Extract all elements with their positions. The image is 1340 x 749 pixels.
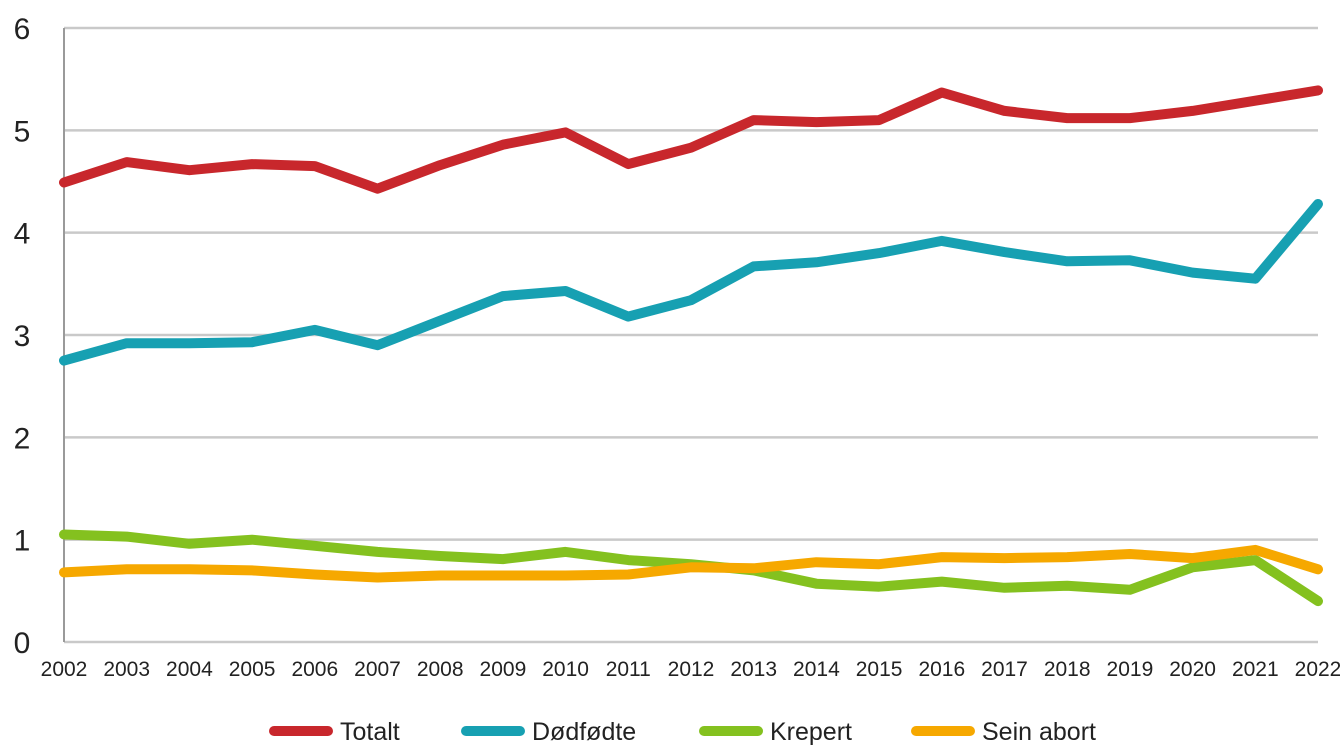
x-tick-label: 2021: [1232, 658, 1279, 681]
series-lines: [59, 85, 1323, 607]
series-line-2: [59, 199, 1323, 366]
y-tick-label: 6: [14, 13, 31, 46]
x-tick-label: 2022: [1295, 658, 1340, 681]
x-tick-label: 2017: [981, 658, 1028, 681]
y-tick-label: 3: [14, 320, 31, 353]
y-tick-label: 5: [14, 115, 31, 148]
y-tick-label: 2: [14, 422, 31, 455]
x-tick-label: 2016: [918, 658, 965, 681]
x-tick-label: 2005: [229, 658, 276, 681]
x-tick-label: 2002: [41, 658, 88, 681]
x-tick-label: 2009: [480, 658, 527, 681]
x-tick-label: 2008: [417, 658, 464, 681]
x-tick-label: 2015: [856, 658, 903, 681]
y-tick-label: 4: [14, 218, 31, 251]
x-tick-label: 2012: [668, 658, 715, 681]
x-tick-label: 2003: [103, 658, 150, 681]
x-tick-label: 2004: [166, 658, 213, 681]
x-tick-label: 2018: [1044, 658, 1091, 681]
legend-label: Krepert: [770, 718, 852, 746]
x-tick-label: 2014: [793, 658, 840, 681]
y-axis: 0 1 2 3 4 5 6: [14, 13, 31, 660]
x-tick-label: 2019: [1107, 658, 1154, 681]
series-line-1: [59, 85, 1323, 194]
x-tick-label: 2020: [1169, 658, 1216, 681]
x-tick-label: 2010: [542, 658, 589, 681]
x-axis: 2002 2003 2004 2005 2006 2007 2008 2009 2010 2011…: [41, 658, 1340, 681]
x-tick-label: 2011: [606, 658, 651, 681]
legend: Totalt Dødfødte Krepert Sein abort: [269, 718, 1096, 746]
y-tick-label: 0: [14, 627, 31, 660]
x-tick-label: 2006: [291, 658, 338, 681]
legend-label: Dødfødte: [532, 718, 636, 746]
legend-label: Sein abort: [982, 718, 1096, 746]
legend-label: Totalt: [340, 718, 400, 746]
y-tick-label: 1: [14, 525, 31, 558]
series-line-4: [59, 544, 1323, 583]
x-tick-label: 2007: [354, 658, 401, 681]
x-tick-label: 2013: [730, 658, 777, 681]
